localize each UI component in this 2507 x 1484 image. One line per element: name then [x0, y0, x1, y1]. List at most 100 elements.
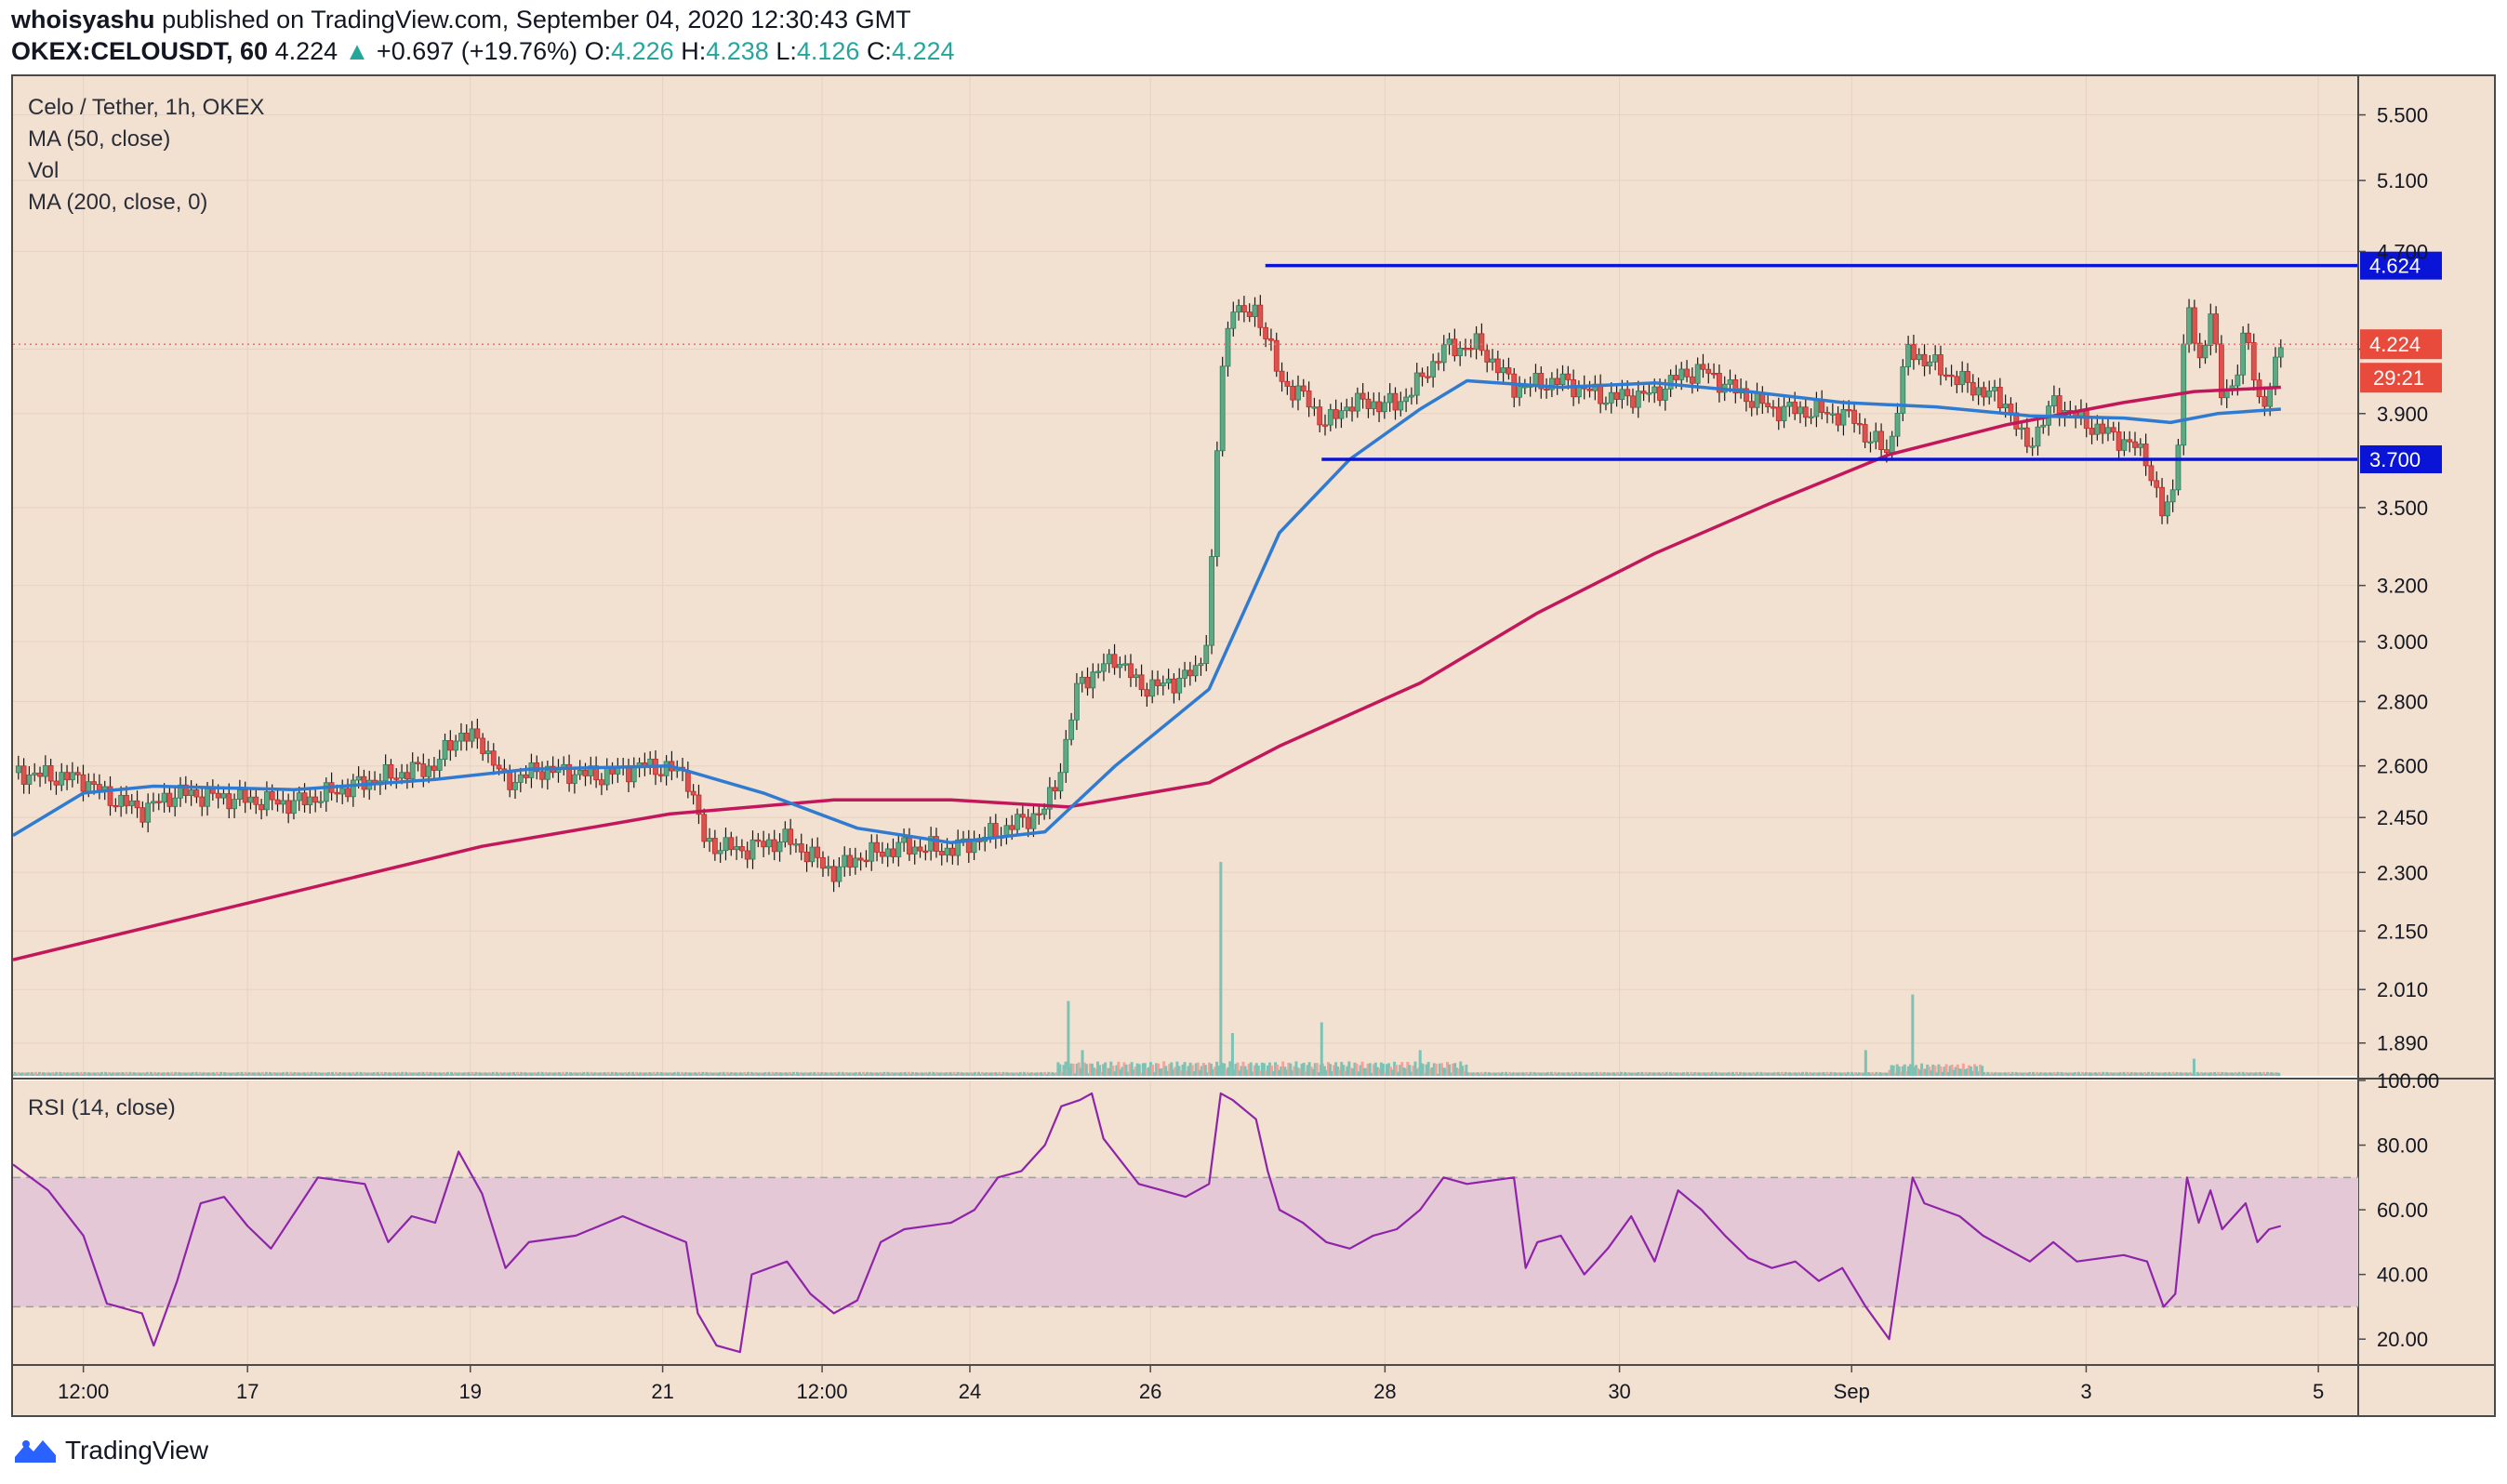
volume-bar: [1862, 1072, 1865, 1076]
volume-bar: [2158, 1072, 2162, 1076]
candle: [1425, 376, 1431, 378]
volume-bar: [1716, 1073, 1719, 1076]
volume-bar: [1111, 1066, 1115, 1076]
candle: [1802, 406, 1809, 418]
volume-bar: [788, 1071, 791, 1076]
volume-bar: [983, 1073, 987, 1076]
volume-bar: [1765, 1073, 1769, 1076]
volume-bar: [179, 1073, 183, 1076]
volume-bar: [1615, 1071, 1619, 1076]
volume-bar: [2122, 1071, 2126, 1076]
candle: [15, 765, 21, 774]
candle: [1911, 344, 1917, 361]
volume-bar: [2116, 1072, 2120, 1076]
volume-bar: [143, 1073, 147, 1076]
candle: [1311, 406, 1318, 409]
footer-brand[interactable]: TradingView: [13, 1436, 208, 1465]
legend-ma50[interactable]: MA (50, close): [28, 126, 171, 152]
volume-bar: [204, 1072, 207, 1076]
volume-bar: [1258, 1070, 1262, 1076]
candle: [1349, 406, 1355, 412]
candle: [788, 828, 794, 845]
volume-bar: [2118, 1072, 2122, 1076]
volume-bar: [498, 1071, 502, 1076]
volume-bar: [1164, 1066, 1168, 1076]
candle: [1586, 388, 1593, 391]
volume-bar: [2007, 1071, 2010, 1076]
rsi-line[interactable]: [12, 1092, 2282, 1354]
volume-bar: [472, 1073, 476, 1076]
candle: [1322, 424, 1328, 427]
volume-bar: [1307, 1062, 1311, 1076]
volume-bar: [1744, 1072, 1748, 1076]
candle: [1916, 353, 1922, 361]
candle: [1748, 401, 1755, 408]
candle: [523, 774, 529, 778]
volume-bar: [1542, 1072, 1545, 1076]
volume-bar: [432, 1072, 436, 1076]
volume-bar: [943, 1072, 947, 1076]
volume-bar: [2248, 1072, 2252, 1076]
candle: [404, 772, 410, 780]
volume-bar: [1756, 1071, 1759, 1076]
volume-bar: [200, 1073, 204, 1076]
volume-bar: [1333, 1065, 1336, 1076]
legend-ma200[interactable]: MA (200, close, 0): [28, 190, 208, 215]
candle: [496, 764, 502, 770]
volume-bar: [1864, 1050, 1867, 1076]
volume-bar: [1309, 1067, 1313, 1076]
volume-bar: [692, 1072, 696, 1076]
volume-bar: [1565, 1072, 1569, 1076]
price-pane[interactable]: [13, 76, 2358, 1076]
volume-bar: [1150, 1065, 1154, 1076]
candle: [1101, 663, 1107, 672]
ma200-line[interactable]: [12, 385, 2281, 961]
candle: [20, 765, 27, 785]
volume-bar: [1243, 1066, 1247, 1076]
volume-bar: [682, 1073, 685, 1076]
volume-bar: [506, 1072, 510, 1076]
candle: [350, 779, 356, 798]
volume-bar: [1600, 1073, 1604, 1076]
volume-bar: [436, 1072, 440, 1076]
volume-bar: [444, 1073, 447, 1076]
volume-bar: [1377, 1068, 1381, 1076]
volume-bar: [1935, 1072, 1939, 1076]
legend-symbol[interactable]: Celo / Tether, 1h, OKEX: [28, 95, 265, 120]
volume-bar: [1604, 1072, 1608, 1076]
price-axis[interactable]: [2358, 76, 2494, 1365]
legend-rsi[interactable]: RSI (14, close): [28, 1095, 176, 1120]
legend-volume[interactable]: Vol: [28, 158, 60, 183]
ma50-line[interactable]: [12, 378, 2281, 845]
volume-bar: [1188, 1062, 1192, 1076]
time-tick-label: 24: [959, 1380, 981, 1403]
candle: [1975, 387, 1982, 396]
time-axis[interactable]: [13, 1365, 2494, 1415]
volume-bar: [1298, 1068, 1302, 1076]
volume-bar: [1018, 1071, 1022, 1076]
price-tick-label: 3.000: [2377, 630, 2428, 654]
volume-bar: [2258, 1071, 2262, 1076]
volume-bar: [495, 1071, 498, 1076]
symbol-info: OKEX:CELOUSDT, 60 4.224 ▲ +0.697 (+19.76…: [11, 37, 955, 66]
volume-bar: [648, 1072, 652, 1076]
volume-bar: [2012, 1073, 2016, 1076]
volume-bar: [1145, 1068, 1148, 1076]
volume-bar: [134, 1072, 138, 1076]
author-name[interactable]: whoisyashu: [11, 6, 155, 33]
volume-bar: [1028, 1073, 1031, 1076]
candle: [836, 866, 842, 882]
footer-brand-label: TradingView: [65, 1436, 209, 1464]
volume-bar: [2086, 1073, 2089, 1076]
volume-bar: [1946, 1071, 1950, 1076]
volume-bar: [249, 1072, 253, 1076]
volume-bar: [403, 1074, 406, 1076]
candle: [1970, 381, 1976, 396]
volume-bar: [191, 1071, 194, 1076]
candle: [2175, 444, 2182, 491]
volume-bar: [1748, 1072, 1752, 1076]
volume-bar: [676, 1071, 680, 1076]
volume-bar: [2270, 1072, 2274, 1076]
volume-bar: [1011, 1072, 1015, 1076]
